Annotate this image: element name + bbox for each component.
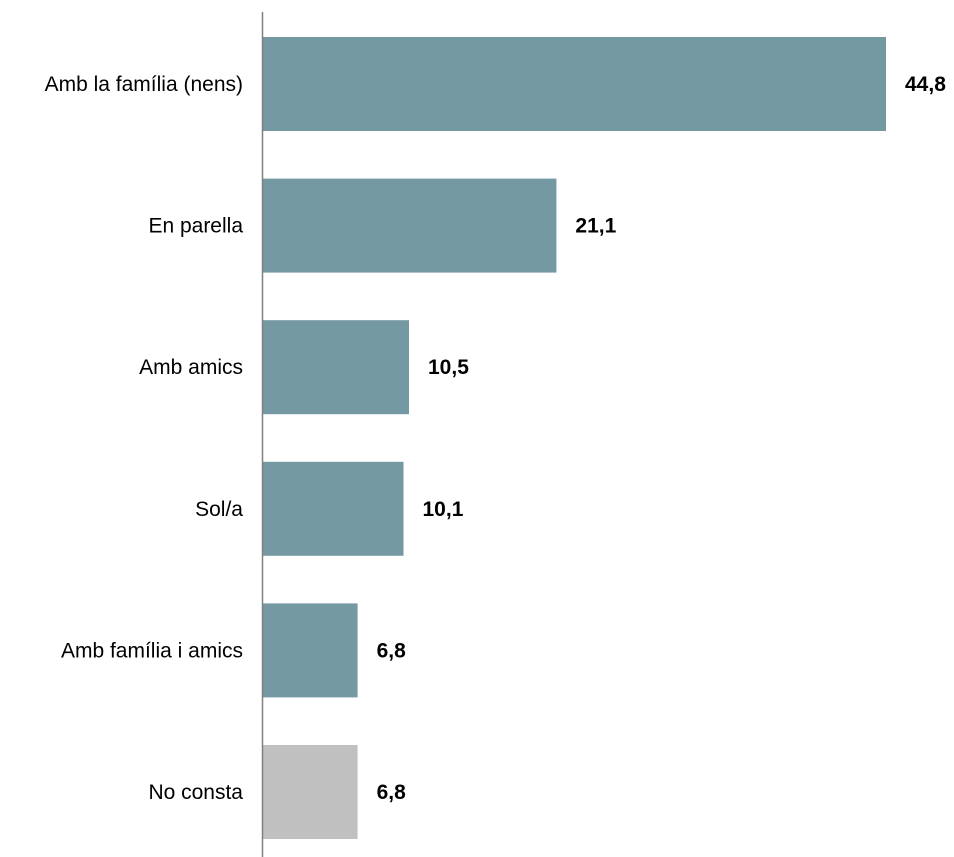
category-label: En parella xyxy=(148,215,243,238)
bar-2 xyxy=(263,178,557,273)
bar-5 xyxy=(263,603,358,698)
value-label: 44,8 xyxy=(905,73,946,96)
category-label: No consta xyxy=(148,781,243,804)
labels-layer: Amb la família (nens) 44,8 En parella 21,1 A… xyxy=(45,73,947,804)
value-label: 6,8 xyxy=(377,639,407,662)
bar-4 xyxy=(263,461,404,556)
bar-1 xyxy=(263,37,886,131)
bar-3 xyxy=(263,320,409,415)
bars-layer xyxy=(263,37,886,839)
value-label: 6,8 xyxy=(377,781,407,804)
bar-6 xyxy=(263,745,358,839)
category-label: Amb la família (nens) xyxy=(45,73,243,96)
category-label: Amb amics xyxy=(139,356,243,379)
value-label: 10,5 xyxy=(428,356,469,379)
category-label: Sol/a xyxy=(195,498,243,521)
value-label: 21,1 xyxy=(575,215,616,238)
category-label: Amb família i amics xyxy=(61,639,243,662)
value-label: 10,1 xyxy=(423,498,464,521)
